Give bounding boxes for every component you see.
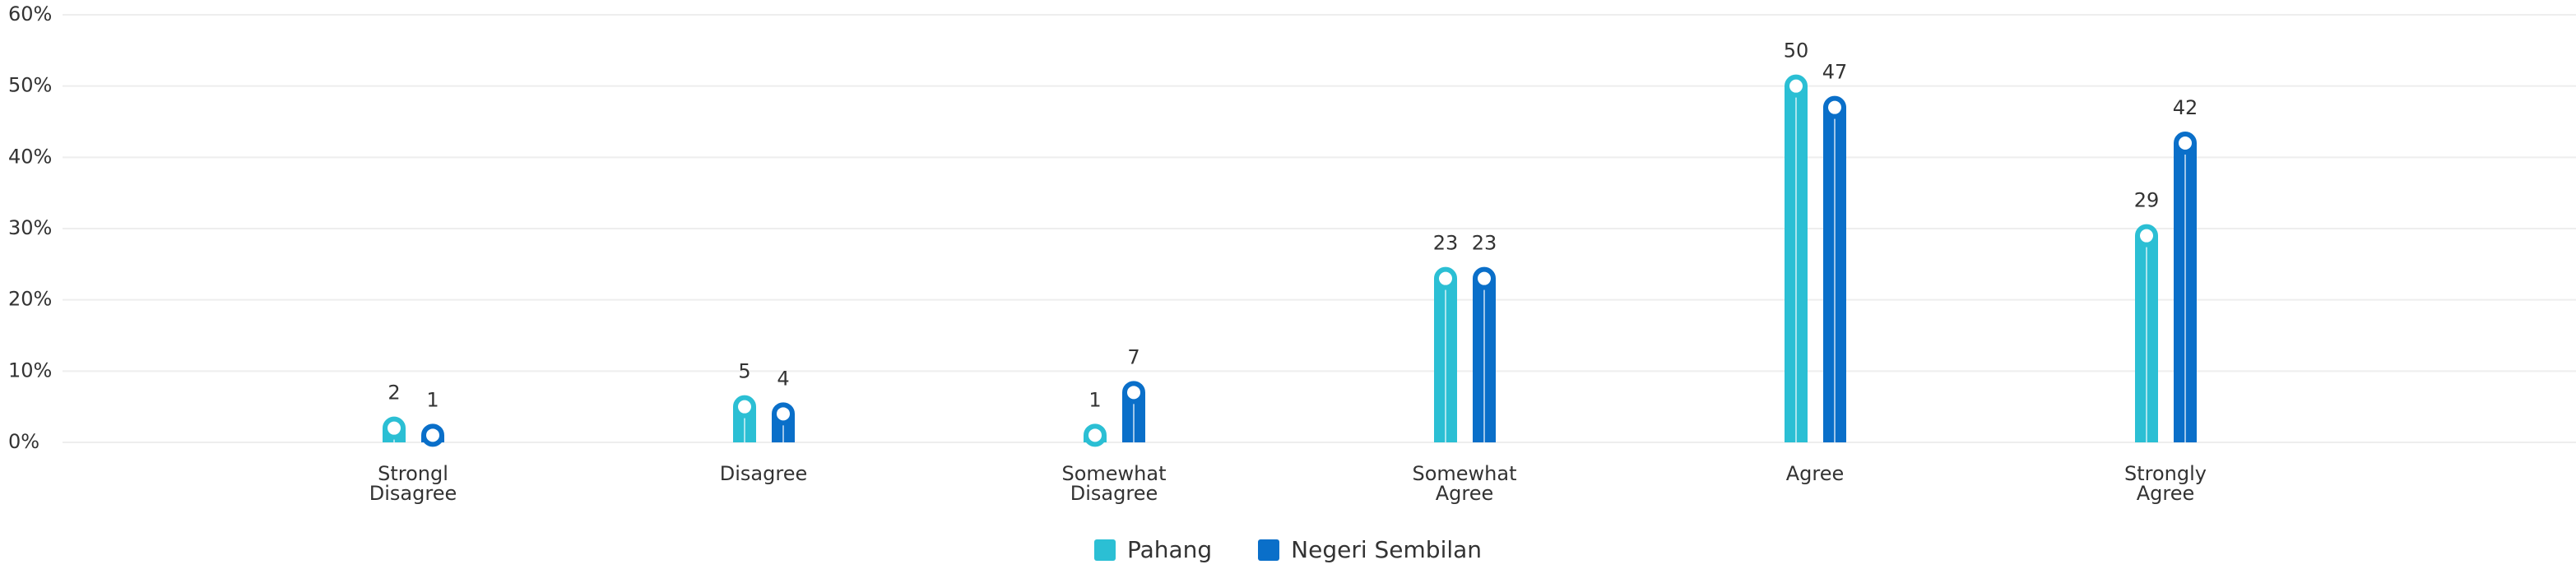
bar-marker <box>383 416 406 440</box>
plot-area: 0% 10% 20% 30% 40% 50% 60% 2 1 5 4 1 7 23 23 50 47 29 42 <box>8 2 2576 453</box>
bar-marker <box>1084 423 1107 447</box>
y-tick-label: 50% <box>8 74 52 97</box>
y-tick-label: 10% <box>8 359 52 382</box>
value-label: 2 <box>388 382 400 405</box>
x-tick-label: Agree <box>1785 462 1845 485</box>
value-label: 7 <box>1127 345 1139 368</box>
x-tick-label: Disagree <box>719 462 808 485</box>
value-label: 4 <box>777 367 789 390</box>
bar-marker <box>421 423 444 447</box>
y-tick-label: 60% <box>8 2 52 25</box>
legend-item[interactable]: Pahang <box>1093 536 1213 563</box>
bar-marker <box>1785 74 1808 98</box>
x-tick-label: Strongl Disagree <box>369 462 457 505</box>
legend-label: Pahang <box>1126 536 1213 563</box>
x-tick-label: Somewhat Disagree <box>1061 462 1167 505</box>
value-label: 23 <box>1472 232 1497 255</box>
value-label: 5 <box>738 360 750 383</box>
bar-marker <box>1823 95 1846 119</box>
x-tick-label: Strongly Agree <box>2124 462 2207 505</box>
value-label: 1 <box>1088 388 1101 411</box>
bar-marker <box>772 402 795 426</box>
legend-swatch <box>1093 539 1116 561</box>
bar-marker <box>2135 224 2158 247</box>
legend-label: Negeri Sembilan <box>1291 536 1483 563</box>
bar-marker <box>2174 132 2197 155</box>
value-label: 42 <box>2173 96 2198 119</box>
bar-marker <box>1122 381 1145 405</box>
legend-swatch <box>1258 539 1280 561</box>
value-label: 50 <box>1784 39 1809 62</box>
x-tick-label: Somewhat Agree <box>1412 462 1517 505</box>
value-label: 47 <box>1822 61 1848 84</box>
bar-marker <box>733 395 756 419</box>
legend: Pahang Negeri Sembilan <box>0 536 2576 563</box>
value-label: 1 <box>426 388 439 411</box>
bar-marker <box>1473 266 1496 290</box>
y-tick-label: 0% <box>8 430 39 453</box>
bar-marker <box>1434 266 1457 290</box>
y-tick-label: 20% <box>8 288 52 311</box>
value-label: 29 <box>2134 189 2160 212</box>
value-label: 23 <box>1433 232 1459 255</box>
y-tick-label: 40% <box>8 145 52 168</box>
legend-item[interactable]: Negeri Sembilan <box>1258 536 1482 563</box>
y-tick-label: 30% <box>8 216 52 239</box>
